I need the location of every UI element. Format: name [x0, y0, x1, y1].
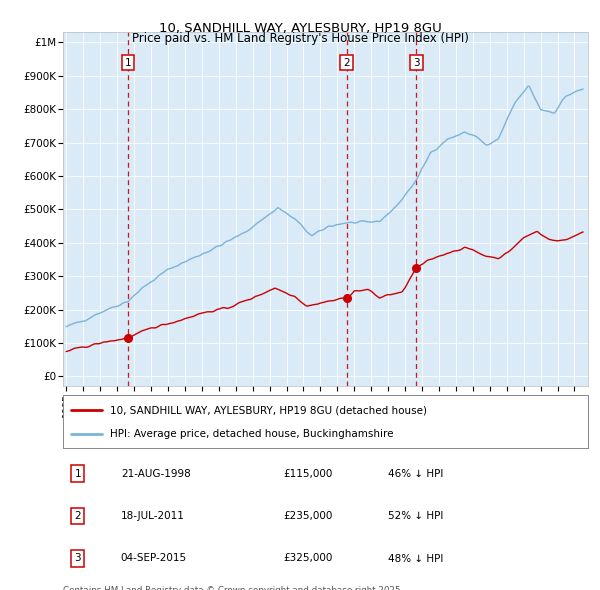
Text: £235,000: £235,000	[284, 511, 333, 521]
Text: 48% ↓ HPI: 48% ↓ HPI	[389, 553, 444, 563]
Text: 04-SEP-2015: 04-SEP-2015	[121, 553, 187, 563]
Text: 18-JUL-2011: 18-JUL-2011	[121, 511, 185, 521]
Text: 21-AUG-1998: 21-AUG-1998	[121, 468, 191, 478]
Text: 2: 2	[343, 57, 350, 67]
Text: Contains HM Land Registry data © Crown copyright and database right 2025.
This d: Contains HM Land Registry data © Crown c…	[63, 586, 403, 590]
Text: 10, SANDHILL WAY, AYLESBURY, HP19 8GU (detached house): 10, SANDHILL WAY, AYLESBURY, HP19 8GU (d…	[110, 405, 427, 415]
Text: 46% ↓ HPI: 46% ↓ HPI	[389, 468, 444, 478]
Text: HPI: Average price, detached house, Buckinghamshire: HPI: Average price, detached house, Buck…	[110, 428, 394, 438]
Text: 1: 1	[74, 468, 81, 478]
Text: 3: 3	[74, 553, 81, 563]
Text: Price paid vs. HM Land Registry's House Price Index (HPI): Price paid vs. HM Land Registry's House …	[131, 32, 469, 45]
Text: 2: 2	[74, 511, 81, 521]
Text: 10, SANDHILL WAY, AYLESBURY, HP19 8GU: 10, SANDHILL WAY, AYLESBURY, HP19 8GU	[158, 22, 442, 35]
Text: 52% ↓ HPI: 52% ↓ HPI	[389, 511, 444, 521]
Text: £115,000: £115,000	[284, 468, 333, 478]
Text: 3: 3	[413, 57, 420, 67]
Text: 1: 1	[125, 57, 131, 67]
Text: £325,000: £325,000	[284, 553, 333, 563]
